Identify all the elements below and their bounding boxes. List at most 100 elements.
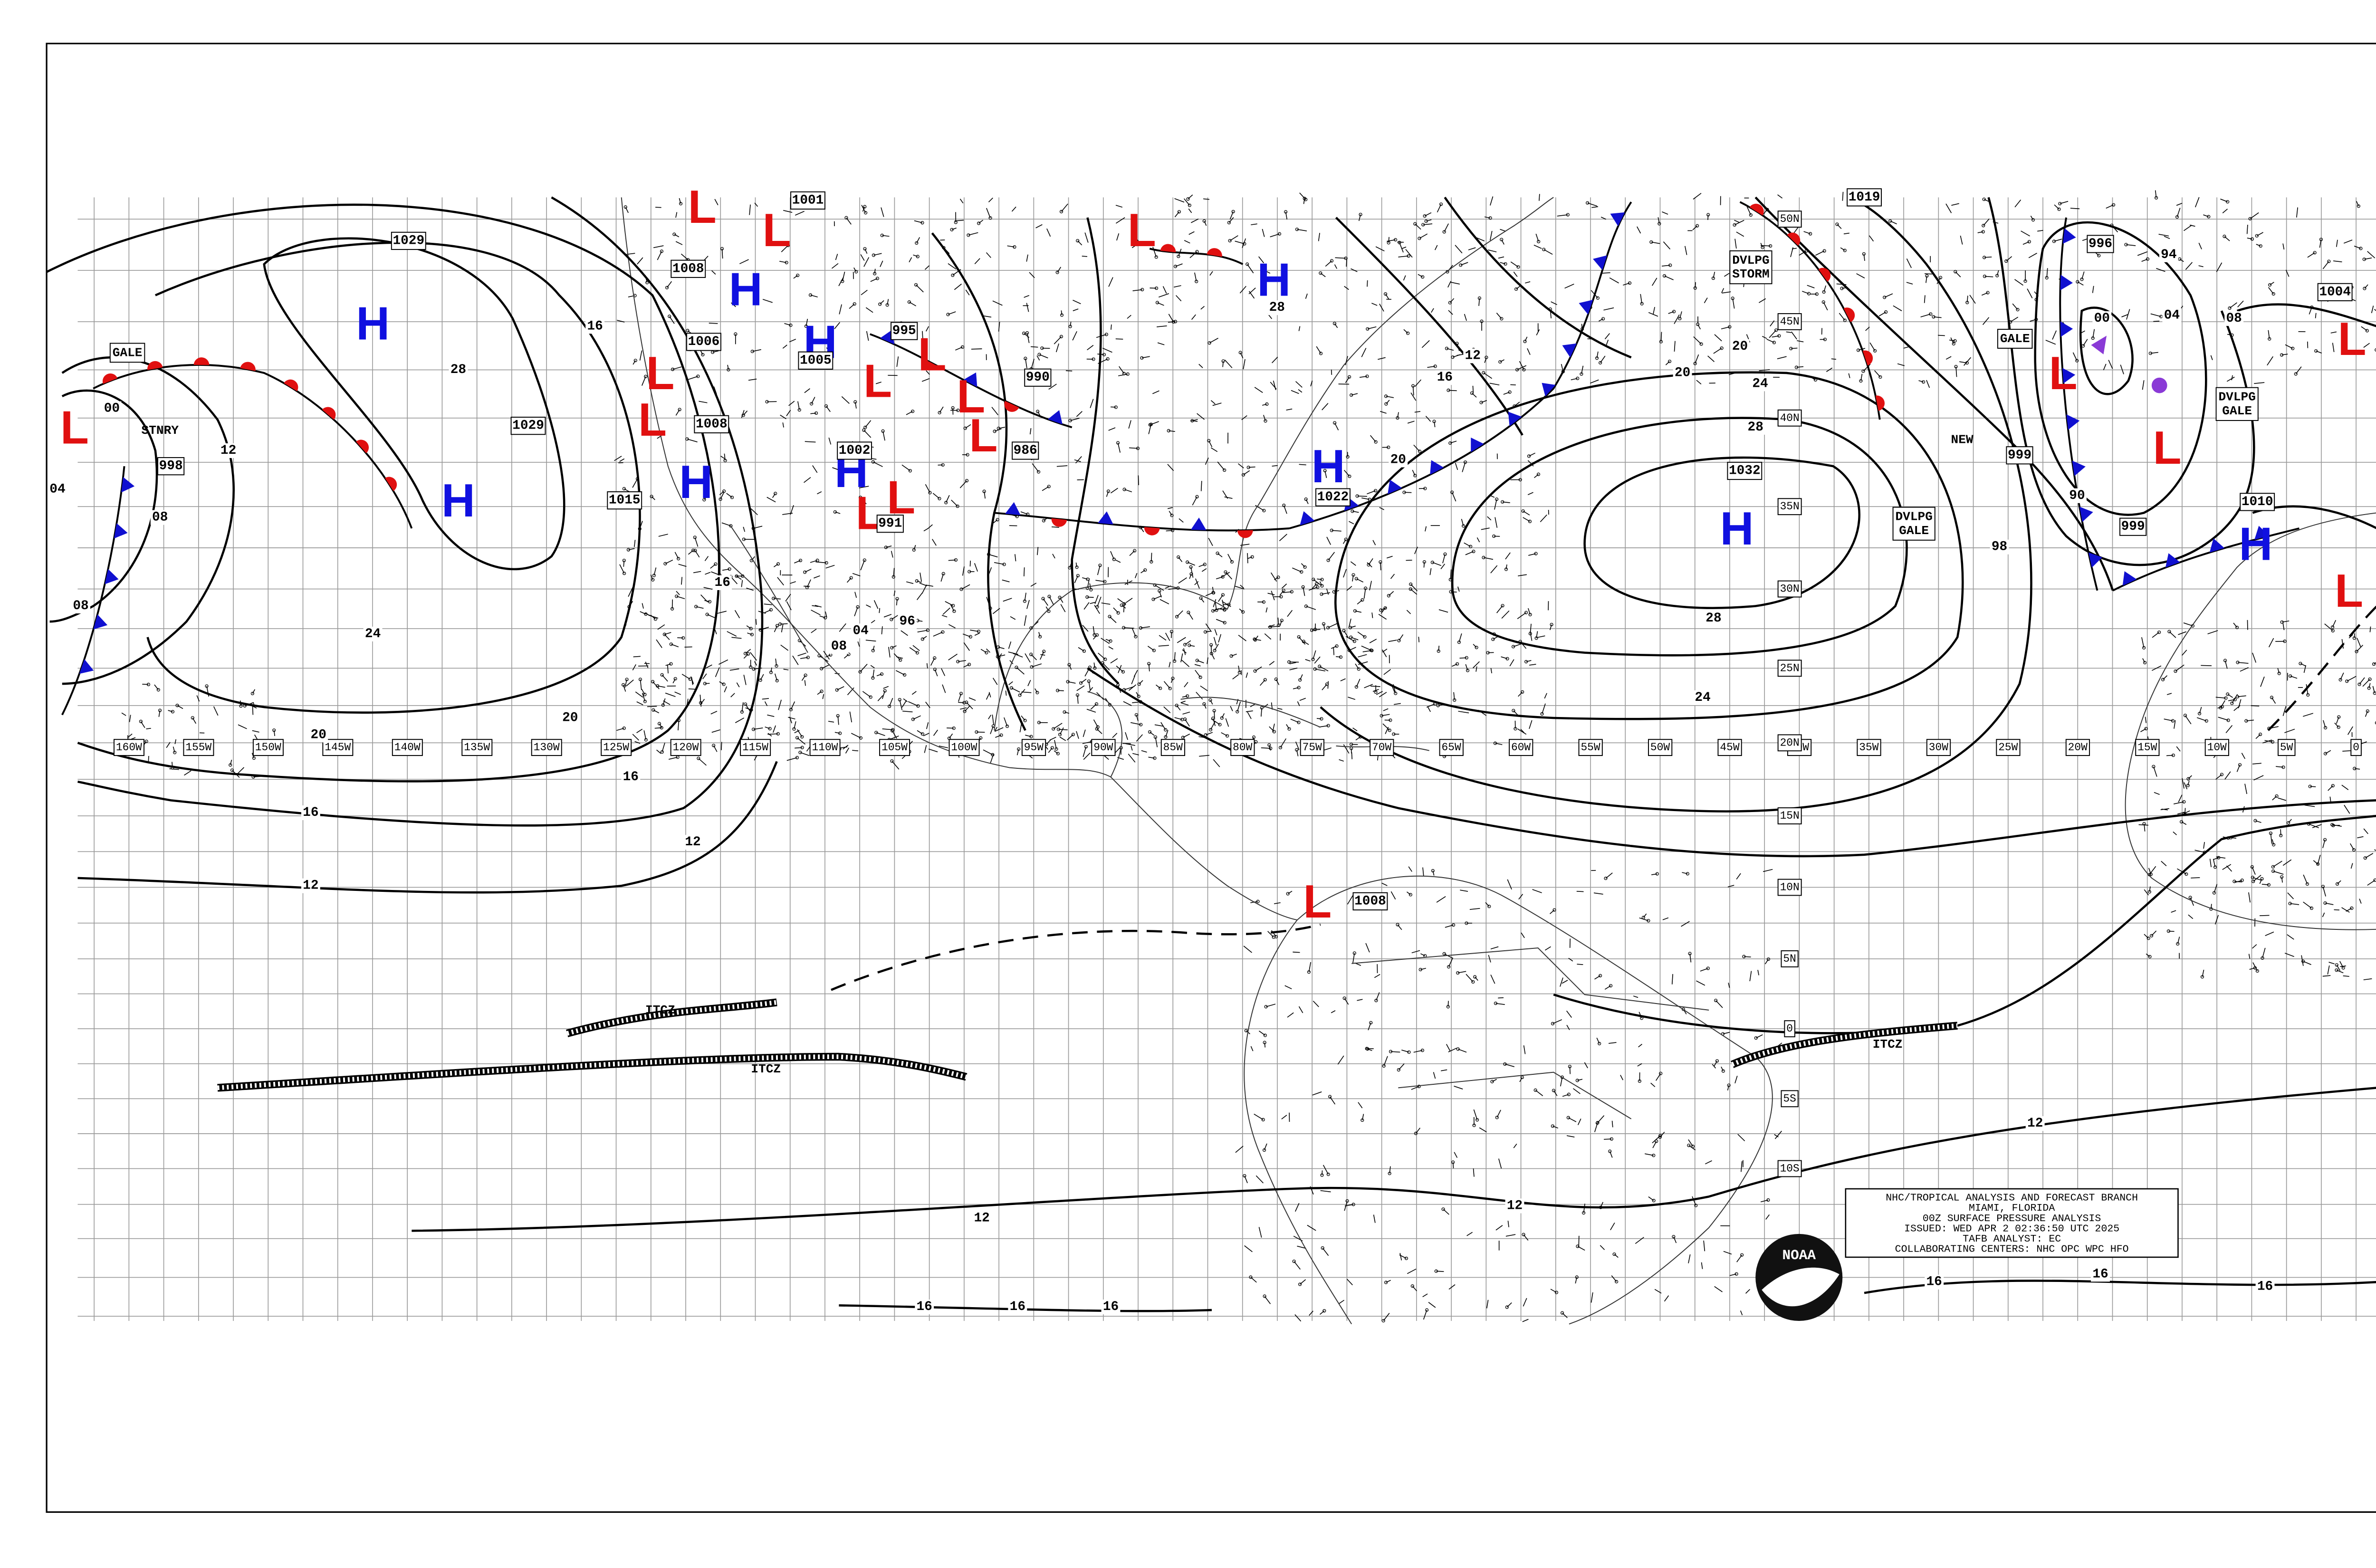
cold-front-pip <box>2060 321 2073 337</box>
station-dot <box>1766 957 1771 961</box>
longitude-text: 25W <box>1998 741 2018 754</box>
station-dot <box>1381 1319 1385 1323</box>
station-dot <box>1092 633 1096 637</box>
station-mark <box>1527 492 1533 496</box>
station-mark <box>2201 665 2212 666</box>
station-dot <box>1295 748 1299 752</box>
station-mark <box>917 730 923 735</box>
station-mark <box>1024 333 1030 338</box>
station-mark <box>1131 675 1136 685</box>
station-mark <box>1016 749 1019 755</box>
latitude-label: 20N <box>1777 734 1802 752</box>
station-mark <box>1116 217 1125 224</box>
station-dot <box>740 710 744 714</box>
station-dot <box>1512 708 1515 713</box>
station-mark <box>1727 885 1734 888</box>
station-mark <box>1211 718 1220 725</box>
station-mark <box>1316 718 1322 719</box>
station-mark <box>2284 728 2295 733</box>
station-dot <box>1183 643 1187 647</box>
station-dot <box>694 605 698 609</box>
station-mark <box>1255 1175 1264 1184</box>
station-mark <box>835 254 838 260</box>
station-dot <box>952 609 956 613</box>
station-mark <box>1265 270 1271 274</box>
station-dot <box>2226 200 2230 204</box>
occlusion-dot <box>2151 377 2167 393</box>
station-dot <box>1103 657 1107 661</box>
station-dot <box>2238 763 2242 767</box>
station-dot <box>1422 560 1427 564</box>
label-box <box>1300 739 1324 756</box>
station-mark <box>1176 705 1181 711</box>
station-dot <box>2148 351 2152 355</box>
station-mark <box>1026 254 1028 262</box>
isobar-label: 98 <box>1990 539 2009 555</box>
station-dot <box>1655 1139 1658 1143</box>
station-mark <box>1736 231 1744 237</box>
station-mark <box>1086 708 1096 713</box>
station-dot <box>862 558 866 562</box>
pressure-label: 1022 <box>1315 488 1351 507</box>
station-dot <box>671 367 675 371</box>
station-dot <box>1060 313 1064 317</box>
station-dot <box>1335 644 1339 648</box>
isobar-label-gap <box>1751 376 1770 392</box>
longitude-text: 140W <box>394 741 421 754</box>
station-mark <box>1199 755 1210 757</box>
station-dot <box>1407 1050 1411 1054</box>
station-mark <box>1494 499 1497 510</box>
station-dot <box>1071 733 1075 736</box>
station-dot <box>1586 201 1590 205</box>
station-dot <box>1134 635 1138 639</box>
isobar-label: 12 <box>301 878 320 893</box>
station-mark <box>1408 866 1412 872</box>
station-mark <box>1224 496 1233 499</box>
station-mark <box>1736 873 1741 880</box>
station-dot <box>824 616 827 620</box>
station-mark <box>640 611 646 615</box>
station-dot <box>1351 509 1354 513</box>
station-dot <box>660 673 664 677</box>
latitude-label: 30N <box>1777 580 1802 598</box>
station-mark <box>1981 292 1988 296</box>
station-dot <box>778 622 782 626</box>
station-dot <box>1534 636 1538 640</box>
cold-front-pip <box>1471 437 1484 452</box>
station-dot <box>863 247 867 251</box>
station-mark <box>746 587 754 591</box>
station-dot <box>1354 577 1359 581</box>
station-mark <box>636 701 643 706</box>
front-label: ITCZ <box>751 1062 781 1076</box>
station-mark <box>1696 380 1702 385</box>
station-mark <box>951 228 957 230</box>
station-dot <box>2280 620 2284 624</box>
station-dot <box>2324 726 2328 730</box>
station-mark <box>1566 1135 1575 1138</box>
isobar-value: 90 <box>2069 488 2085 503</box>
station-mark <box>2014 279 2023 286</box>
station-dot <box>1687 1143 1691 1147</box>
station-mark <box>2144 934 2149 939</box>
station-dot <box>1596 296 1600 300</box>
station-dot <box>1540 712 1544 716</box>
station-mark <box>2277 668 2280 674</box>
station-dot <box>1550 622 1553 627</box>
cold-front-pip <box>2122 571 2137 586</box>
station-mark <box>1481 527 1490 530</box>
station-mark <box>1740 1310 1743 1316</box>
station-dot <box>2235 695 2240 698</box>
station-mark <box>891 761 900 770</box>
station-mark <box>2014 199 2022 208</box>
station-mark <box>788 717 795 720</box>
station-mark <box>2316 350 2322 354</box>
label-box <box>686 333 721 351</box>
station-mark <box>1473 661 1480 669</box>
station-mark <box>2280 829 2281 836</box>
station-mark <box>1180 700 1186 703</box>
cold-front-pip <box>2088 552 2102 568</box>
station-dot <box>1575 1275 1579 1279</box>
station-dot <box>920 732 924 736</box>
longitude-label: 130W <box>531 739 562 756</box>
